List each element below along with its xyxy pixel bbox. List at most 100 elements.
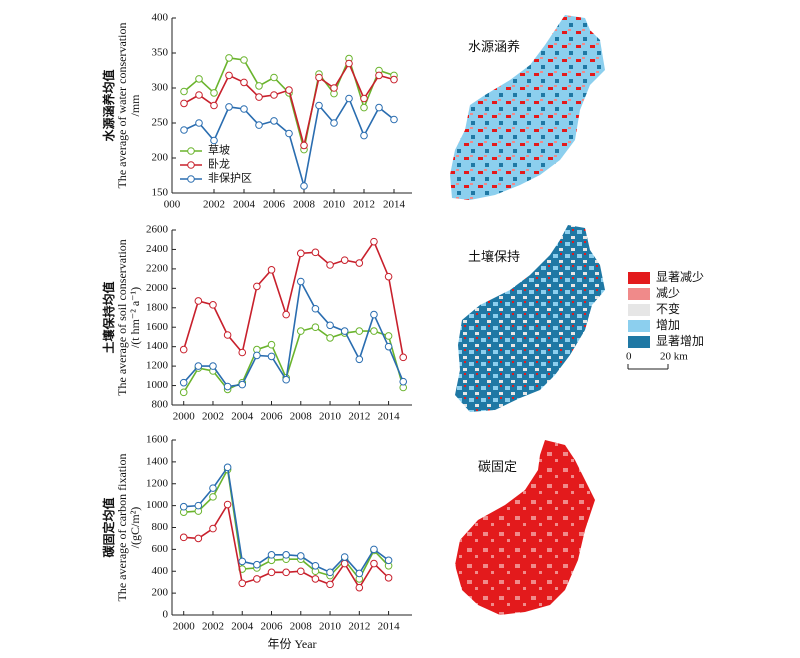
point (255, 93, 263, 101)
point (355, 569, 364, 578)
map-title: 碳固定 (478, 459, 517, 474)
point (267, 340, 276, 349)
point (209, 362, 217, 370)
legend-label: 不变 (656, 301, 680, 316)
point (270, 117, 278, 125)
point (195, 119, 203, 127)
point (296, 327, 305, 335)
point (179, 533, 188, 542)
point (238, 380, 247, 389)
point (282, 310, 290, 319)
legend-label: 减少 (656, 286, 680, 300)
map-title: 土壤保持 (468, 249, 520, 264)
point (285, 86, 293, 94)
y-tick-label: 2200 (146, 262, 169, 274)
point (267, 352, 276, 361)
point (355, 259, 364, 267)
legend-label: 卧龙 (208, 158, 230, 171)
point (209, 484, 217, 492)
point (345, 94, 353, 103)
x-tick-label: 2000 (173, 621, 196, 633)
legend-marker (187, 161, 195, 169)
x-tick-label: 2012 (348, 621, 370, 633)
point (384, 272, 393, 281)
point (195, 91, 203, 99)
x-tick-label: 2008 (290, 411, 313, 423)
point (340, 327, 349, 335)
point (360, 131, 368, 140)
legend-swatch (628, 320, 650, 332)
point (179, 345, 188, 354)
x-tick-label: 2004 (231, 411, 254, 423)
point (255, 121, 263, 129)
x-tick-label: 2014 (383, 199, 406, 211)
map-shape (455, 440, 595, 615)
y-tick-label: 1400 (146, 455, 169, 467)
legend-swatch (628, 288, 650, 300)
point (223, 500, 232, 509)
point (360, 94, 368, 103)
x-tick-label: 2006 (261, 621, 284, 633)
x-tick-label: 2012 (348, 411, 370, 423)
point (209, 301, 217, 309)
point (399, 353, 408, 362)
point (225, 103, 233, 111)
point (315, 101, 323, 110)
series-line (183, 279, 404, 388)
point (253, 351, 261, 360)
legend-label: 显著减少 (656, 270, 704, 284)
y-tick-label: 800 (152, 521, 169, 533)
legend-swatch (628, 304, 650, 316)
x-tick-label: 2002 (202, 621, 224, 633)
point (296, 249, 305, 258)
point (223, 382, 232, 391)
x-tick-label: 2000 (173, 411, 196, 423)
point (370, 545, 378, 554)
y-tick-label: 600 (152, 543, 169, 555)
point (384, 342, 393, 351)
point (270, 73, 278, 82)
map-shape (450, 15, 605, 200)
y-tick-label: 2000 (146, 282, 169, 294)
x-tick-label: 2010 (323, 199, 346, 211)
point (399, 377, 408, 386)
y-axis-label: The average of soil conservation (115, 239, 129, 396)
x-tick-label: 2010 (319, 411, 342, 423)
y-tick-label: 300 (152, 82, 169, 94)
y-tick-label: 0 (163, 609, 169, 621)
point (315, 73, 323, 82)
x-tick-label: 2014 (378, 621, 401, 633)
point (240, 78, 248, 87)
point (270, 91, 278, 99)
point (311, 561, 320, 570)
y-tick-label: 1600 (146, 321, 169, 333)
point (311, 304, 320, 313)
y-tick-label: 350 (152, 47, 169, 59)
point (194, 534, 203, 543)
point (384, 556, 393, 565)
y-axis-label: 土壤保持均值 (101, 281, 116, 353)
y-tick-label: 1200 (146, 477, 169, 489)
point (370, 559, 378, 568)
map-shape (455, 225, 605, 412)
point (210, 136, 218, 145)
x-tick-label: 2012 (353, 199, 375, 211)
point (180, 87, 188, 96)
x-tick-label: 2004 (231, 621, 254, 633)
point (253, 575, 261, 583)
point (330, 84, 338, 92)
point (375, 103, 383, 112)
legend-label: 非保护区 (208, 171, 252, 185)
point (210, 89, 218, 97)
point (370, 237, 378, 246)
point (311, 323, 320, 332)
x-tick-label: 2004 (233, 199, 256, 211)
x-tick-label: 2006 (261, 411, 284, 423)
point (370, 327, 378, 335)
point (311, 575, 320, 583)
point (330, 119, 338, 127)
point (194, 501, 203, 510)
point (209, 493, 217, 501)
point (296, 277, 305, 286)
point (355, 327, 364, 335)
